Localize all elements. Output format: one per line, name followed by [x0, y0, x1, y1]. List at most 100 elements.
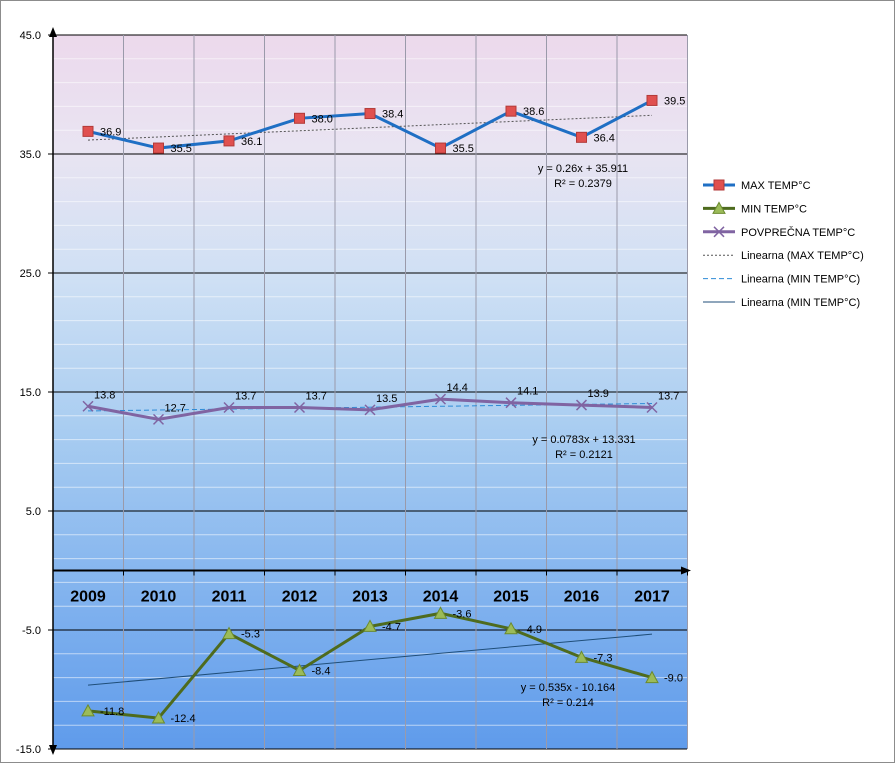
data-label: 13.7 [306, 390, 327, 402]
data-point-x [575, 399, 588, 411]
data-point-triangle [433, 606, 448, 619]
data-point-x [713, 226, 725, 238]
x-tick-label: 2011 [212, 589, 247, 606]
data-label: 12.7 [165, 402, 186, 414]
data-point-triangle [81, 703, 95, 717]
x-tick-label: 2010 [141, 589, 177, 606]
y-tick-label: 5.0 [26, 506, 41, 518]
data-point-square [505, 105, 517, 117]
data-point-x [293, 401, 306, 414]
data-label: 14.4 [447, 382, 468, 394]
data-point-x [223, 401, 235, 414]
data-label: -9.0 [664, 673, 683, 685]
data-label: -4.9 [523, 624, 542, 636]
data-label: 35.5 [171, 143, 192, 155]
data-label: 35.5 [453, 143, 474, 155]
x-tick-label: 2014 [423, 589, 459, 606]
trendline-r2: R² = 0.214 [542, 697, 594, 709]
data-label: 13.5 [376, 393, 397, 405]
data-point-triangle [574, 650, 589, 663]
data-label: -5.3 [241, 629, 260, 641]
data-point-square [646, 94, 658, 106]
data-label: 13.9 [588, 388, 609, 400]
data-point-x-stroke [293, 401, 306, 414]
data-point-x [82, 400, 94, 412]
data-label: 13.8 [94, 389, 115, 401]
data-label: 39.5 [664, 95, 685, 107]
y-tick-label: 45.0 [20, 30, 41, 42]
data-label: -4.7 [382, 621, 401, 633]
data-point-x [646, 401, 658, 414]
data-point-x [364, 404, 376, 416]
trendline-equation: y = 0.535x - 10.164 [521, 682, 615, 694]
legend-label: Linearna (MIN TEMP°C) [741, 297, 860, 309]
data-label: 38.0 [312, 113, 333, 125]
data-label: -3.6 [453, 608, 472, 620]
data-label: -12.4 [171, 713, 196, 725]
trendline-equation: y = 0.26x + 35.911 [538, 163, 628, 175]
x-tick-label: 2012 [282, 589, 318, 606]
data-point-square [294, 112, 305, 124]
data-point-x [434, 393, 447, 405]
data-label: 36.1 [241, 136, 262, 148]
data-point-square [435, 142, 446, 154]
x-tick-label: 2015 [493, 589, 529, 606]
data-point-x-stroke [575, 399, 588, 411]
legend-label: MIN TEMP°C [741, 203, 807, 215]
data-point-triangle [292, 663, 307, 676]
data-label: 13.7 [235, 390, 256, 402]
data-point-triangle [645, 670, 659, 684]
data-point-square [576, 131, 587, 143]
data-point-triangle [712, 201, 726, 214]
data-point-square [153, 142, 164, 154]
data-point-triangle [222, 626, 236, 640]
x-axis-arrow [681, 566, 691, 575]
data-point-x-stroke [505, 397, 517, 409]
legend-label: Linearna (MIN TEMP°C) [741, 274, 860, 286]
data-point-x-stroke [82, 400, 94, 412]
data-label: 14.1 [517, 386, 538, 398]
data-point-triangle [151, 711, 166, 724]
trendline [87, 633, 653, 686]
data-label: -11.8 [100, 706, 124, 718]
data-point-x [152, 413, 165, 425]
data-label: 36.4 [594, 132, 615, 144]
data-point-x-stroke [713, 226, 725, 238]
data-point-x-stroke [434, 393, 447, 405]
y-tick-label: -5.0 [22, 625, 41, 637]
data-point-square [82, 125, 94, 137]
data-point-square [364, 108, 376, 120]
data-point-x-stroke [646, 401, 658, 414]
data-point-triangle [363, 619, 377, 632]
x-tick-label: 2013 [352, 589, 388, 606]
x-axis-tick-labels: 2009 2010 2011 2012 2013 2014 2015 2016 2017 [70, 589, 670, 606]
trendline-r2: R² = 0.2379 [554, 178, 612, 190]
y-axis-arrow-bottom [49, 745, 57, 755]
legend-label: MAX TEMP°C [741, 180, 811, 192]
legend-label: Linearna (MAX TEMP°C) [741, 250, 864, 262]
data-point-x-stroke [223, 401, 235, 414]
data-point-square [223, 135, 235, 147]
data-label: -8.4 [312, 665, 331, 677]
trendline-r2: R² = 0.2121 [555, 449, 613, 461]
data-point-square [713, 179, 725, 191]
trendline-equation: y = 0.0783x + 13.331 [532, 434, 635, 446]
data-labels: 36.9 35.5 36.1 38.0 38.4 35.5 38.6 36.4 39.5 -11.… [94, 95, 685, 725]
data-series [81, 94, 659, 724]
x-tick-label: 2017 [634, 589, 670, 606]
data-label: 13.7 [658, 390, 679, 402]
trendlines [87, 114, 653, 686]
trendline-equations: y = 0.26x + 35.911 R² = 0.2379 y = 0.0783x… [521, 163, 636, 709]
data-label: 38.4 [382, 109, 403, 121]
data-point-triangle [504, 621, 518, 635]
y-tick-label: 25.0 [20, 268, 41, 280]
y-tick-label: -15.0 [16, 744, 41, 756]
x-tick-label: 2016 [564, 589, 600, 606]
data-label: 38.6 [523, 106, 544, 118]
y-tick-label: 35.0 [20, 149, 41, 161]
y-tick-label: 15.0 [20, 387, 41, 399]
y-axis-tick-labels: 45.0 35.0 25.0 15.0 5.0 -5.0 -15.0 [16, 30, 53, 756]
data-point-x [505, 397, 517, 409]
